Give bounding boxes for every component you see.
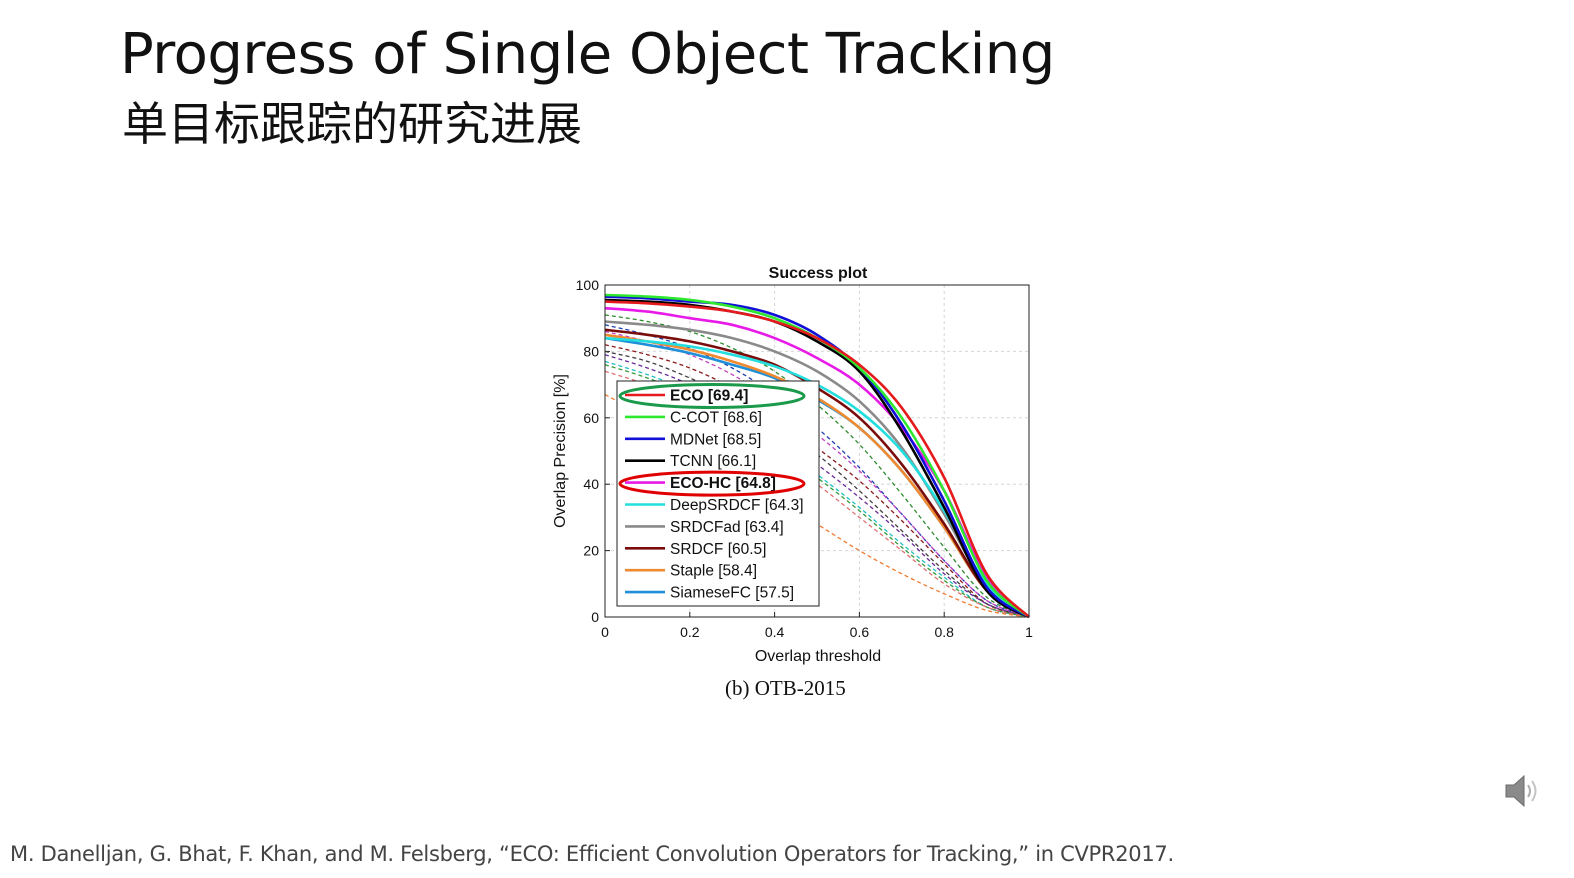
legend-label: SRDCFad [63.4]: [670, 519, 784, 536]
chart-x-axis-label: Overlap threshold: [755, 648, 881, 665]
highlight-ellipse: [618, 470, 806, 497]
y-tick-label: 100: [576, 277, 600, 293]
figure-caption: (b) OTB-2015: [725, 676, 846, 700]
chart-title: Success plot: [769, 265, 868, 282]
x-tick-label: 0.2: [680, 624, 700, 640]
legend-label: TCNN [66.1]: [670, 453, 756, 470]
y-tick-label: 80: [583, 343, 599, 359]
dashed-series-line: [604, 364, 1030, 618]
series-line: [604, 300, 1030, 618]
chart-y-axis-label: Overlap Precision [%]: [552, 374, 569, 528]
legend-label: ECO [69.4]: [670, 388, 748, 405]
speaker-icon[interactable]: [1503, 773, 1543, 809]
slide-title-english: Progress of Single Object Tracking: [120, 22, 1055, 87]
legend-label: MDNet [68.5]: [670, 431, 761, 448]
slide-title-chinese: 单目标跟踪的研究进展: [122, 97, 582, 151]
series-line: [604, 298, 1030, 619]
legend-label: DeepSRDCF [64.3]: [670, 497, 804, 514]
legend-label: C-COT [68.6]: [670, 409, 762, 426]
legend-label: SiameseFC [57.5]: [670, 585, 794, 602]
success-plot-chart: Success plot Overlap threshold Overlap P…: [552, 265, 1033, 665]
legend-label: Staple [58.4]: [670, 563, 757, 580]
x-tick-label: 0.8: [934, 624, 954, 640]
legend-label: ECO-HC [64.8]: [670, 475, 776, 492]
x-tick-label: 0.6: [850, 624, 870, 640]
y-tick-label: 40: [583, 476, 599, 492]
reference-citation: M. Danelljan, G. Bhat, F. Khan, and M. F…: [10, 842, 1174, 866]
x-tick-label: 1: [1025, 624, 1033, 640]
highlight-ellipse: [618, 383, 806, 409]
y-tick-label: 0: [591, 609, 599, 625]
plot-area-frame: [604, 284, 1030, 618]
x-tick-label: 0.4: [765, 624, 785, 640]
x-tick-label: 0: [601, 624, 609, 640]
y-tick-label: 20: [583, 543, 599, 559]
y-tick-label: 60: [583, 410, 599, 426]
dashed-series-line: [604, 360, 1030, 618]
series-line: [604, 295, 1030, 619]
legend-label: SRDCF [60.5]: [670, 541, 766, 558]
